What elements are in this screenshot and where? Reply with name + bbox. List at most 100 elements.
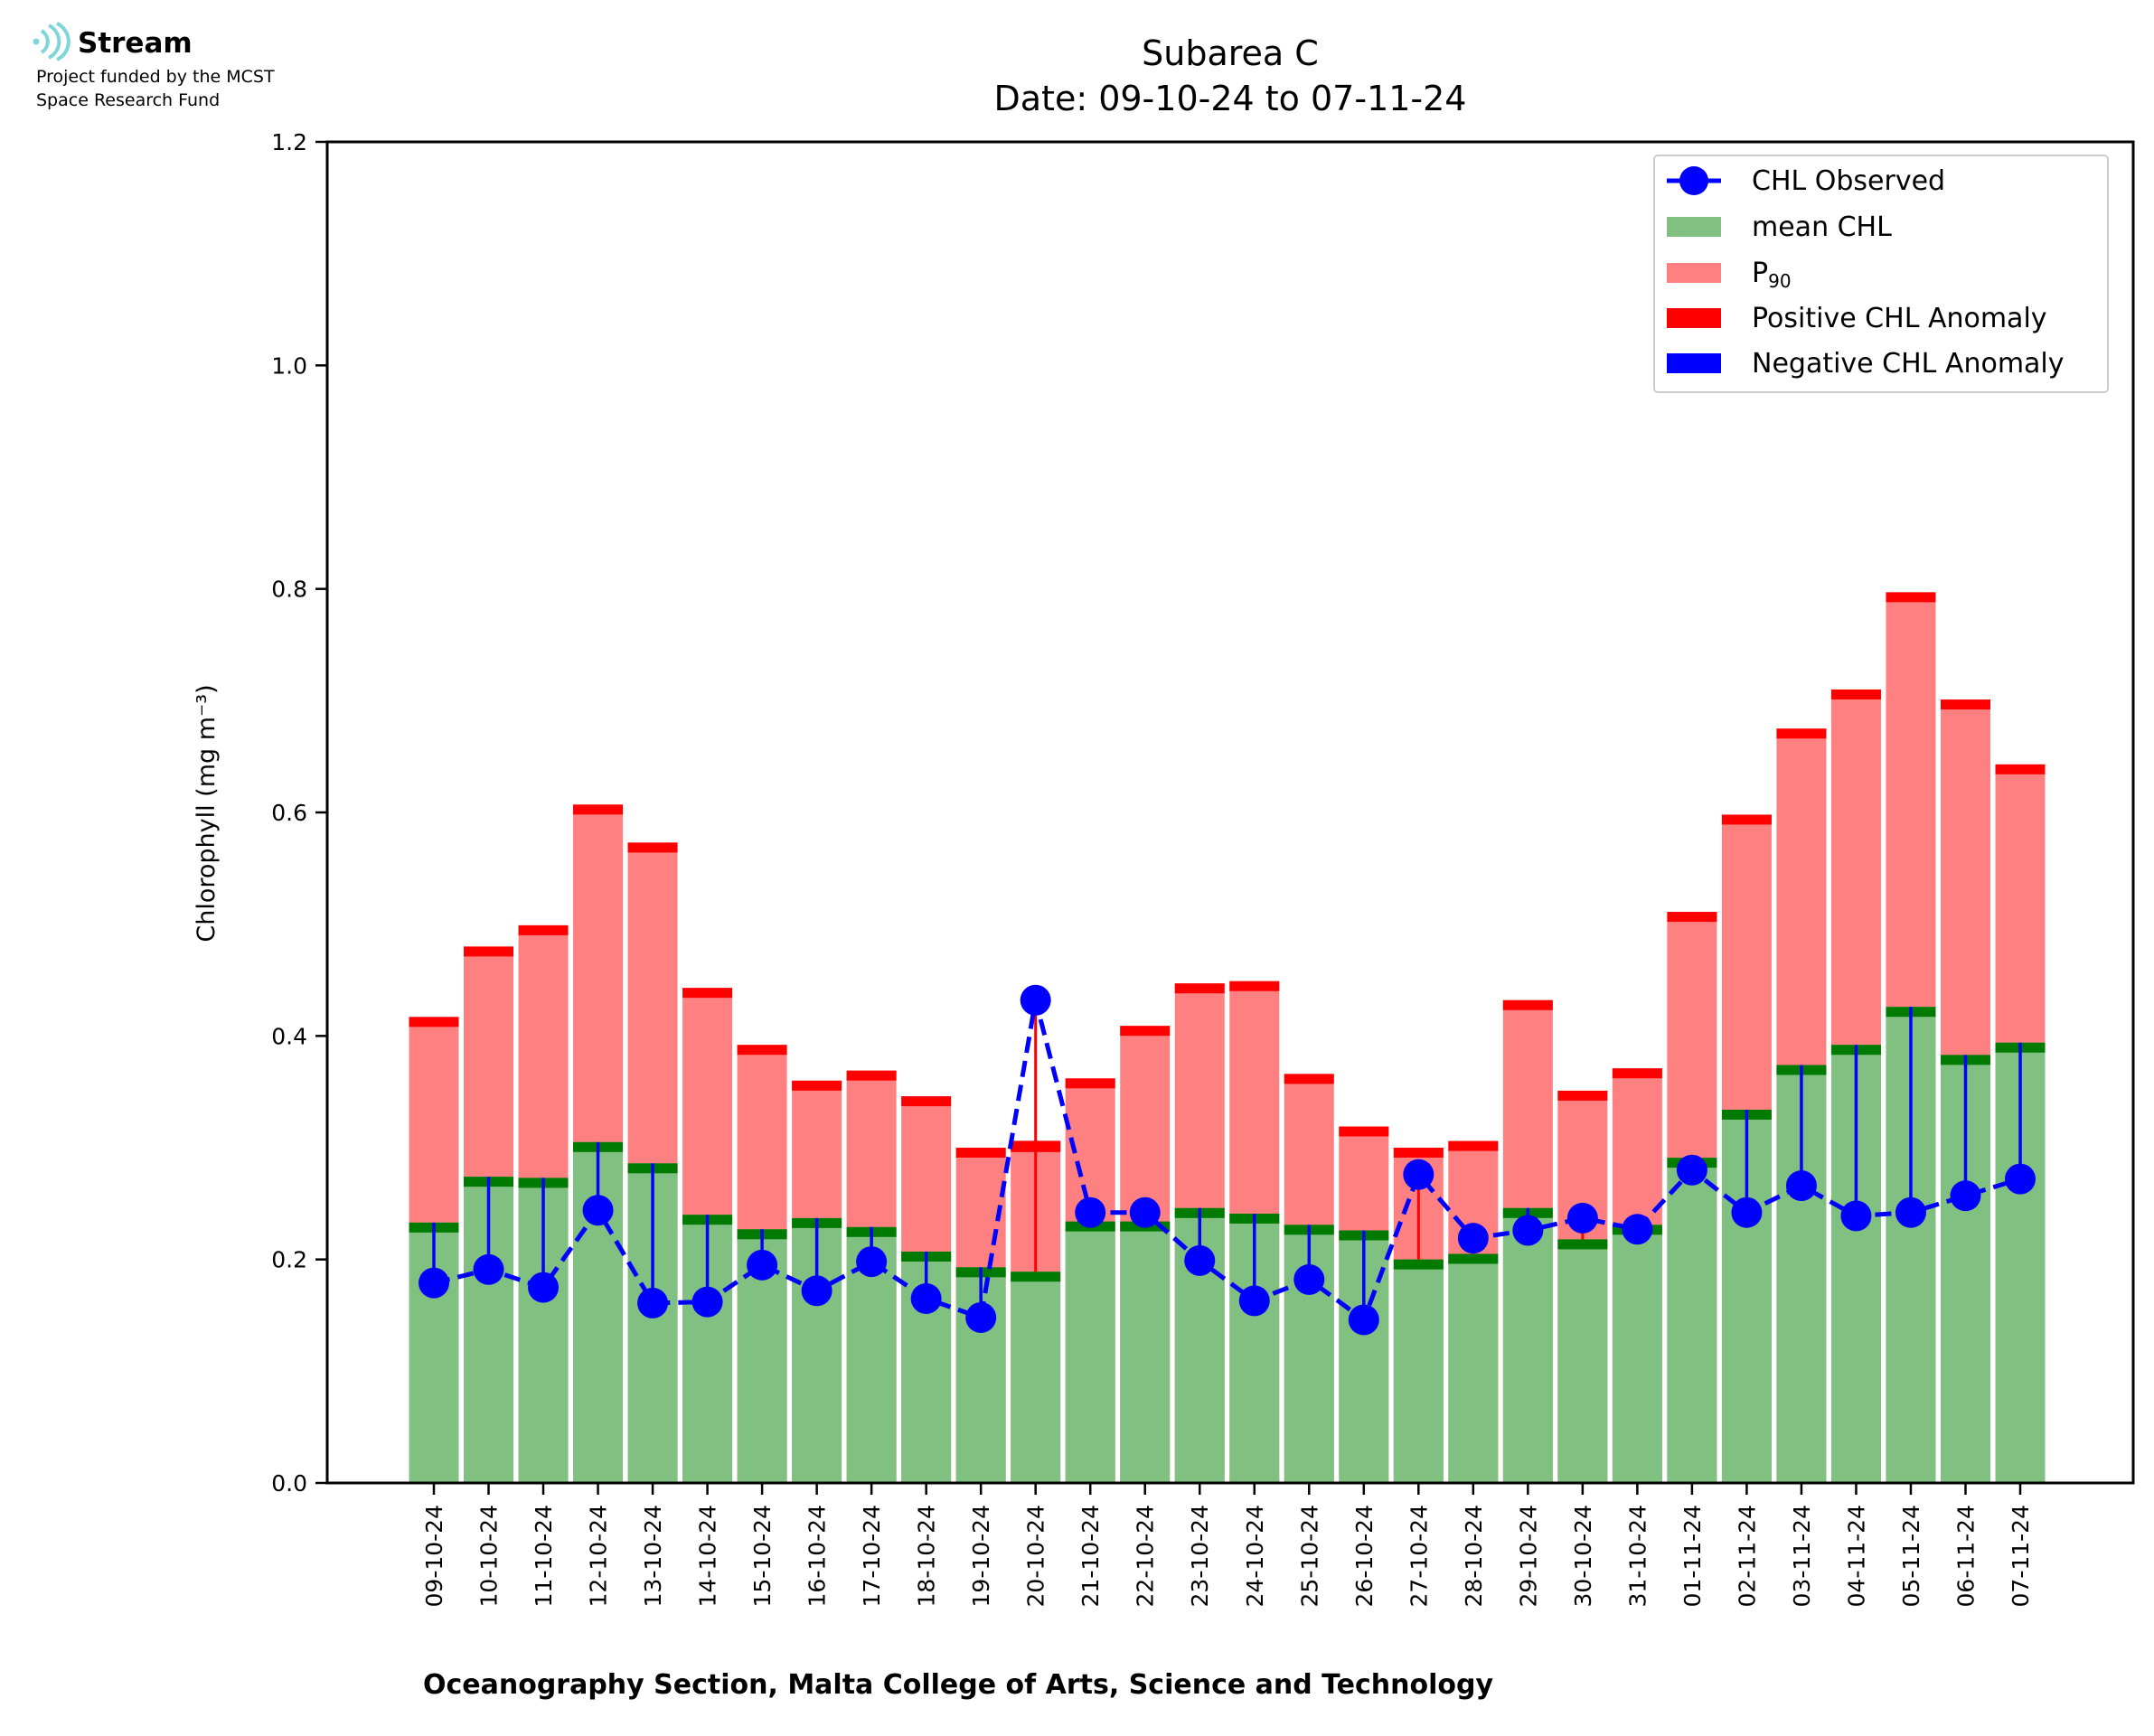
y-tick-label: 0.2 [271, 1247, 307, 1273]
y-axis: 0.0 0.2 0.4 0.6 0.8 1.0 1.2 [271, 129, 327, 1497]
observed-point [801, 1275, 832, 1307]
p90-cap [955, 1148, 1006, 1158]
chart-subtitle: Date: 09-10-24 to 07-11-24 [994, 79, 1467, 118]
x-tick-label: 05-11-24 [1898, 1505, 1924, 1607]
x-tick-label: 12-10-24 [586, 1505, 612, 1607]
y-tick-label: 0.8 [271, 577, 307, 603]
p90-cap [1502, 999, 1553, 1010]
legend-negative-swatch [1667, 353, 1721, 373]
observed-point [1238, 1285, 1270, 1317]
mean-cap [1393, 1259, 1444, 1270]
observed-point [1785, 1170, 1817, 1202]
x-tick-label: 10-10-24 [476, 1505, 503, 1607]
p90-cap [1886, 592, 1936, 603]
p90-cap [1065, 1078, 1115, 1089]
y-tick-label: 0.6 [271, 800, 307, 826]
p90-cap [1830, 689, 1881, 699]
observed-point [1895, 1196, 1926, 1228]
mean-cap [1011, 1272, 1061, 1282]
observed-point [637, 1287, 669, 1318]
observed-point [582, 1195, 614, 1226]
p90-cap [464, 946, 514, 957]
observed-point [1075, 1196, 1106, 1228]
mean-bar [1393, 1259, 1444, 1483]
x-tick-label: 20-10-24 [1023, 1505, 1049, 1607]
legend-label: Negative CHL Anomaly [1752, 348, 2065, 380]
mean-cap [1557, 1239, 1608, 1250]
y-tick-label: 0.4 [271, 1023, 307, 1049]
x-tick-label: 22-10-24 [1133, 1505, 1159, 1607]
x-tick-label: 14-10-24 [695, 1505, 721, 1607]
mean-bar [1448, 1253, 1499, 1483]
p90-cap [1995, 764, 2046, 774]
p90-cap [1448, 1140, 1499, 1151]
mean-bar [1557, 1239, 1608, 1483]
x-tick-label: 21-10-24 [1077, 1505, 1104, 1607]
observed-point [856, 1246, 888, 1278]
observed-point [473, 1253, 504, 1285]
x-tick-label: 06-11-24 [1952, 1505, 1979, 1607]
bars-layer [409, 592, 2046, 1483]
x-tick-label: 01-11-24 [1679, 1505, 1706, 1607]
p90-cap [901, 1096, 952, 1107]
observed-point [528, 1272, 560, 1303]
x-tick-label: 27-10-24 [1406, 1505, 1432, 1607]
chart-title: Subarea C [1142, 33, 1319, 73]
observed-point [2005, 1163, 2036, 1195]
mean-bar [1502, 1207, 1553, 1483]
y-axis-label: Chlorophyll (mg m⁻³) [193, 684, 221, 942]
observed-point [419, 1267, 449, 1299]
legend-observed-marker [1679, 166, 1708, 195]
x-tick-label: 15-10-24 [749, 1505, 776, 1607]
p90-cap [409, 1017, 459, 1028]
p90-cap [1612, 1068, 1662, 1079]
p90-cap [1229, 981, 1280, 991]
mean-bar [1065, 1221, 1115, 1483]
p90-cap [573, 804, 624, 815]
stream-logo-icon [33, 22, 71, 61]
p90-cap [1393, 1148, 1444, 1158]
x-tick-label: 09-10-24 [421, 1505, 447, 1607]
logo-funding-line-1: Project funded by the MCST [36, 67, 275, 87]
observed-point [1457, 1223, 1489, 1254]
observed-point [1293, 1263, 1325, 1295]
observed-point [1512, 1215, 1544, 1246]
observed-line-layer [419, 984, 2036, 1336]
x-tick-label: 23-10-24 [1187, 1505, 1213, 1607]
observed-point [1950, 1180, 1981, 1212]
legend-label: mean CHL [1752, 211, 1892, 243]
x-tick-label: 24-10-24 [1242, 1505, 1268, 1607]
mean-bar [1011, 1272, 1061, 1483]
legend-mean-swatch [1667, 217, 1721, 237]
p90-cap [846, 1070, 897, 1081]
observed-point [965, 1301, 997, 1333]
mean-cap [1448, 1253, 1499, 1264]
x-tick-label: 31-10-24 [1624, 1505, 1651, 1607]
observed-point [910, 1282, 942, 1314]
p90-cap [1339, 1126, 1389, 1137]
p90-cap [627, 842, 678, 853]
y-tick-label: 1.2 [271, 129, 307, 155]
observed-point [747, 1249, 778, 1281]
observed-point [1020, 984, 1051, 1016]
x-tick-label: 04-11-24 [1843, 1505, 1869, 1607]
x-tick-label: 18-10-24 [914, 1505, 940, 1607]
x-tick-label: 17-10-24 [859, 1505, 885, 1607]
mean-bar [1667, 1158, 1717, 1483]
y-tick-label: 1.0 [271, 352, 307, 379]
p90-cap [518, 924, 569, 935]
x-tick-label: 07-11-24 [2008, 1505, 2034, 1607]
observed-point [1566, 1202, 1598, 1234]
legend-box [1653, 155, 2109, 393]
p90-cap [1776, 728, 1827, 739]
observed-point [1731, 1196, 1763, 1228]
x-tick-label: 03-11-24 [1789, 1505, 1815, 1607]
observed-point [1676, 1154, 1707, 1186]
legend-p90-swatch [1667, 263, 1721, 283]
x-axis-label: Oceanography Section, Malta College of A… [423, 1669, 1494, 1701]
x-tick-label: 11-10-24 [531, 1505, 557, 1607]
p90-cap [1284, 1074, 1334, 1084]
legend-label: Positive CHL Anomaly [1752, 303, 2047, 334]
p90-cap [1120, 1026, 1171, 1037]
